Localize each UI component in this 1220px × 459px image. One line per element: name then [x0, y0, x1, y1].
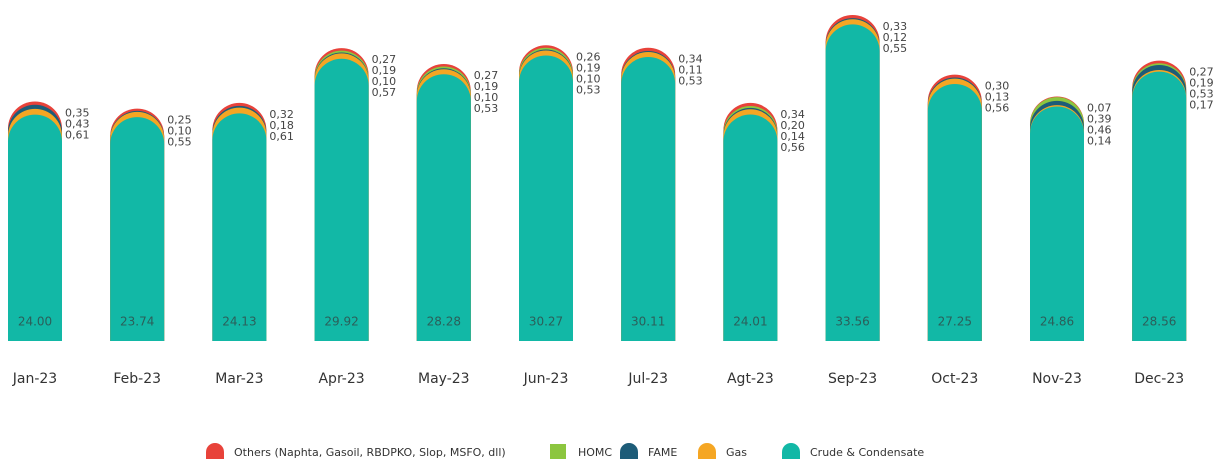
segment-value-label: 0,46	[1087, 124, 1112, 137]
segment-value-label: 0,07	[1087, 102, 1112, 115]
segment-value-label: 0,27	[372, 53, 397, 66]
segment-value-label: 0,10	[372, 75, 397, 88]
segment-value-label: 0,53	[474, 102, 499, 115]
legend-label: Crude & Condensate	[810, 446, 924, 459]
segment-value-label: 0,18	[269, 119, 294, 132]
segment-value-label: 0,55	[167, 136, 192, 149]
segment-value-label: 0,19	[474, 80, 499, 93]
segment-value-label: 0,53	[1189, 88, 1214, 101]
segment-value-label: 0,39	[1087, 113, 1112, 126]
x-tick-label: Agt-23	[727, 371, 774, 387]
legend-swatch	[782, 443, 800, 459]
bar-value-label: 33.56	[835, 315, 869, 329]
segment-value-label: 0,56	[780, 141, 805, 154]
bar-segment	[621, 56, 676, 342]
bar-value-label: 24.13	[222, 315, 256, 329]
segment-value-label: 0,53	[678, 75, 703, 88]
bar-value-label: 24.86	[1040, 315, 1074, 329]
segment-value-label: 0,34	[780, 108, 805, 121]
bar-segment	[927, 83, 982, 341]
bar-value-label: 29.92	[324, 315, 358, 329]
bar-value-label: 30.11	[631, 315, 665, 329]
legend-swatch	[698, 443, 716, 459]
x-tick-label: Jul-23	[627, 371, 668, 387]
bar-segment	[110, 117, 165, 341]
legend-swatch	[550, 444, 566, 459]
segment-value-label: 0,19	[576, 61, 601, 74]
segment-value-label: 0,17	[1189, 99, 1214, 112]
segment-value-label: 0,10	[167, 125, 192, 138]
bar-segment	[416, 74, 471, 341]
segment-value-label: 0,43	[65, 117, 90, 130]
segment-value-label: 0,61	[269, 130, 294, 143]
bar-value-label: 24.00	[18, 315, 52, 329]
x-tick-label: May-23	[418, 371, 470, 387]
bar-value-label: 28.56	[1142, 315, 1176, 329]
segment-value-label: 0,20	[780, 119, 805, 132]
bar-segment	[212, 113, 267, 341]
legend-swatch	[620, 443, 638, 459]
segment-value-label: 0,53	[576, 83, 601, 96]
segment-value-label: 0,34	[678, 53, 703, 66]
segment-value-label: 0,19	[372, 64, 397, 77]
x-tick-label: Mar-23	[215, 371, 263, 387]
x-tick-label: Nov-23	[1032, 371, 1082, 387]
bar-value-label: 23.74	[120, 315, 154, 329]
segment-value-label: 0,56	[985, 102, 1010, 115]
segment-value-label: 0,10	[576, 72, 601, 85]
segment-value-label: 0,57	[372, 86, 397, 99]
bar-segment	[519, 55, 573, 341]
legend-label: HOMC	[578, 446, 612, 459]
segment-value-label: 0,10	[474, 91, 499, 104]
segment-value-label: 0,35	[65, 106, 90, 119]
segment-value-label: 0,30	[985, 80, 1010, 93]
bar-value-label: 28.28	[427, 315, 461, 329]
segment-value-label: 0,14	[1087, 135, 1112, 148]
bar-segment	[8, 114, 62, 342]
bar-segment	[314, 58, 369, 341]
x-tick-label: Apr-23	[318, 371, 364, 387]
segment-value-label: 0,26	[576, 50, 601, 63]
bar-value-label: 30.27	[529, 315, 563, 329]
segment-value-label: 0,33	[883, 20, 908, 33]
legend-label: Gas	[726, 446, 747, 459]
bar-segment	[723, 114, 778, 342]
segment-value-label: 0,27	[474, 69, 499, 82]
segment-value-label: 0,14	[780, 130, 805, 143]
segment-value-label: 0,55	[883, 42, 908, 55]
bar-segment	[1030, 106, 1084, 342]
x-tick-label: Jan-23	[12, 371, 57, 387]
segment-value-label: 0,32	[269, 108, 294, 121]
segment-value-label: 0,25	[167, 114, 192, 127]
x-tick-label: Dec-23	[1134, 371, 1184, 387]
legend-label: FAME	[648, 446, 677, 459]
x-tick-label: Sep-23	[828, 371, 877, 387]
bar-segment	[825, 24, 880, 342]
legend-swatch	[206, 443, 224, 459]
segment-value-label: 0,13	[985, 91, 1010, 104]
legend-label: Others (Naphta, Gasoil, RBDPKO, Slop, MS…	[234, 446, 506, 459]
segment-value-label: 0,11	[678, 64, 703, 77]
bar-segment	[1132, 71, 1187, 341]
x-tick-label: Oct-23	[931, 371, 978, 387]
segment-value-label: 0,12	[883, 31, 908, 44]
bar-value-label: 24.01	[733, 315, 767, 329]
bar-value-label: 27.25	[938, 315, 972, 329]
x-tick-label: Jun-23	[523, 371, 569, 387]
segment-value-label: 0,61	[65, 128, 90, 141]
segment-value-label: 0,19	[1189, 77, 1214, 90]
segment-value-label: 0,27	[1189, 66, 1214, 79]
x-tick-label: Feb-23	[113, 371, 161, 387]
